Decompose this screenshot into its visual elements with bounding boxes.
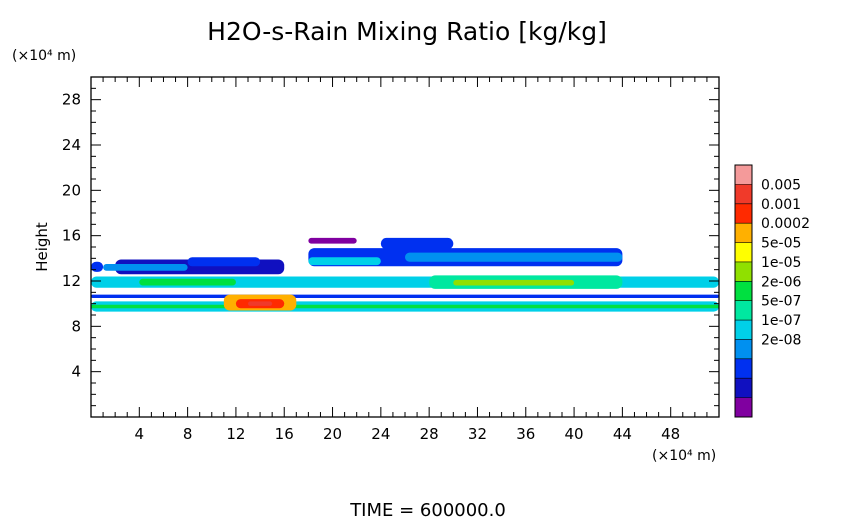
field-patch-18	[248, 301, 273, 306]
colorbar-swatch	[735, 165, 752, 185]
field-patch-3	[187, 257, 261, 267]
time-footer: TIME = 600000.0	[349, 500, 506, 519]
field-patch-7	[405, 252, 623, 262]
y-tick-label: 4	[71, 363, 81, 381]
x-tick-label: 8	[183, 425, 193, 443]
x-tick-label: 16	[275, 425, 294, 443]
colorbar-label: 2e-08	[761, 332, 801, 348]
colorbar-label: 0.001	[761, 197, 801, 213]
colorbar-label: 5e-07	[761, 294, 801, 310]
colorbar: 0.005 0.001 0.0002 5e-05 1e-05 2e-06 5e-07 1e-0…	[734, 164, 810, 418]
x-tick-label: 40	[565, 425, 584, 443]
field-patch-10	[139, 278, 236, 286]
colorbar-swatch	[735, 300, 752, 321]
x-tick-label: 12	[226, 425, 245, 443]
x-tick-label: 36	[516, 425, 535, 443]
colorbar-label: 0.0002	[761, 216, 810, 232]
colorbar-swatch	[735, 378, 752, 399]
x-tick-label: 44	[613, 425, 632, 443]
colorbar-swatch	[735, 203, 752, 224]
field-patch-13	[91, 294, 719, 298]
field-patch-15	[91, 304, 719, 309]
y-tick-label: 20	[62, 181, 81, 199]
x-tick-label: 20	[323, 425, 342, 443]
colorbar-frame	[734, 164, 753, 418]
y-axis-label: Height	[33, 222, 51, 272]
x-tick-label: 24	[371, 425, 390, 443]
y-tick-label: 24	[62, 136, 81, 154]
colorbar-label: 5e-05	[761, 236, 801, 252]
field-patch-4	[308, 237, 357, 244]
x-unit-label: (×10⁴ m)	[652, 448, 716, 464]
field-patch-5	[380, 237, 454, 250]
colorbar-swatch	[735, 358, 752, 379]
x-tick-label: 4	[135, 425, 145, 443]
x-tick-label: 48	[661, 425, 680, 443]
colorbar-label: 2e-06	[761, 274, 801, 290]
y-tick-label: 12	[62, 272, 81, 290]
colorbar-swatch	[735, 261, 752, 282]
y-unit-label: (×10⁴ m)	[12, 48, 76, 64]
colorbar-swatch	[735, 242, 752, 263]
x-tick-label: 28	[420, 425, 439, 443]
field-patch-1	[103, 264, 188, 271]
colorbar-swatch	[735, 320, 752, 340]
x-tick-label: 32	[468, 425, 487, 443]
colorbar-label: 1e-05	[761, 255, 801, 271]
y-tick-label: 28	[62, 91, 81, 109]
colorbar-swatch	[735, 281, 752, 302]
field-patch-2	[91, 261, 104, 272]
colorbar-swatch	[735, 397, 752, 418]
colorbar-label: 0.005	[761, 177, 801, 193]
y-tick-label: 8	[71, 317, 81, 335]
plot-frame	[90, 76, 720, 418]
colorbar-swatch	[735, 223, 752, 244]
colorbar-label: 1e-07	[761, 313, 801, 329]
rain-mixing-ratio-field	[91, 237, 719, 312]
field-patch-12	[453, 279, 575, 286]
colorbar-swatch	[735, 184, 752, 205]
field-patch-8	[308, 257, 381, 266]
colorbar-swatch	[735, 339, 752, 360]
chart-title: H2O-s-Rain Mixing Ratio [kg/kg]	[207, 17, 607, 46]
y-tick-label: 16	[62, 227, 81, 245]
